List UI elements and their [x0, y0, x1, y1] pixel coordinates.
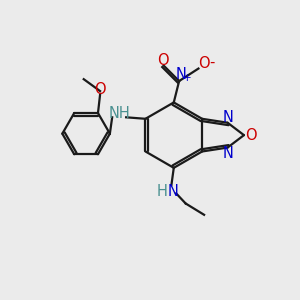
Text: N: N: [168, 184, 178, 199]
Text: NH: NH: [108, 106, 130, 121]
Text: H: H: [157, 184, 168, 199]
Text: +: +: [183, 73, 192, 83]
Text: N: N: [223, 146, 234, 161]
Text: -: -: [209, 55, 214, 70]
Text: N: N: [176, 67, 187, 82]
Text: N: N: [223, 110, 234, 124]
Text: O: O: [245, 128, 256, 142]
Text: O: O: [198, 56, 210, 71]
Text: O: O: [94, 82, 106, 97]
Text: O: O: [157, 53, 168, 68]
